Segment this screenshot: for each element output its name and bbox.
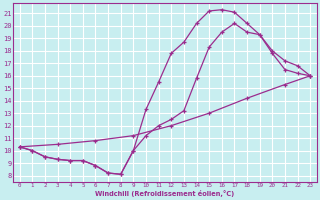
- X-axis label: Windchill (Refroidissement éolien,°C): Windchill (Refroidissement éolien,°C): [95, 190, 235, 197]
